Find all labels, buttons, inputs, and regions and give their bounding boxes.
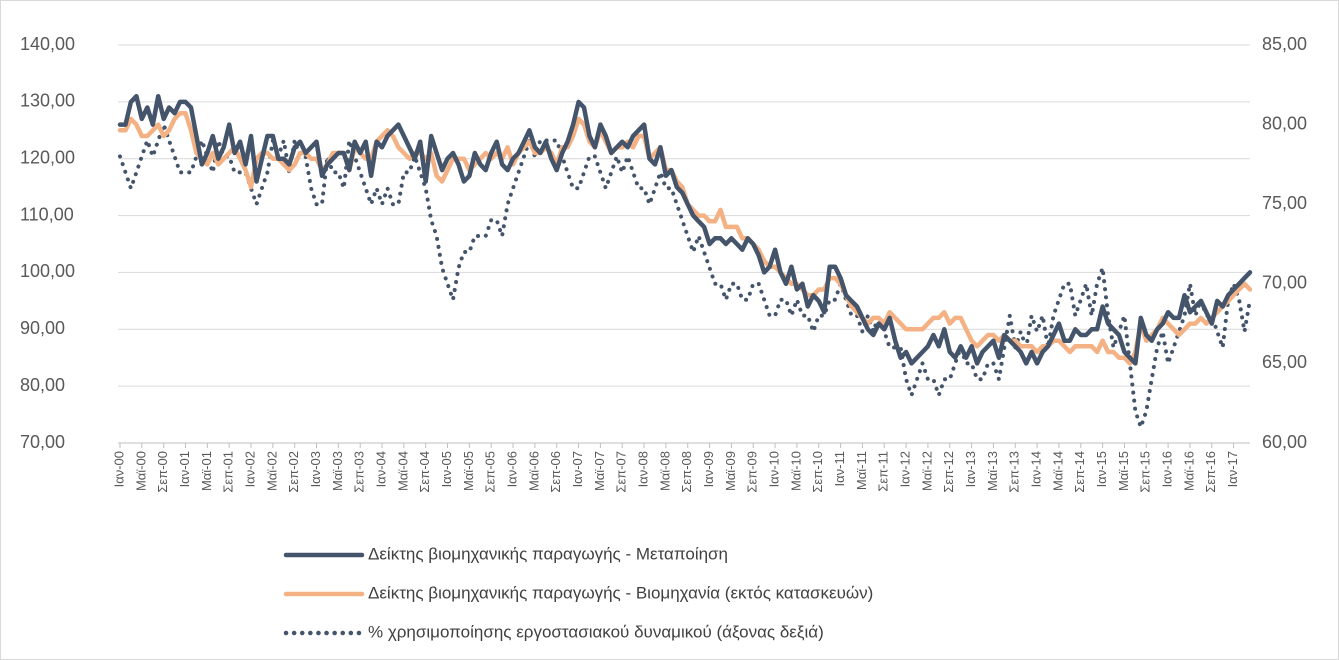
x-tick-label: Ιαν-04 [373,451,388,487]
x-tick-label: Ιαν-14 [1029,451,1044,487]
series-line [117,93,1253,366]
y2-tick-label: 80,00 [1262,113,1307,133]
x-tick-label: Σεπ-10 [810,451,825,493]
x-tick-label: Μαϊ-09 [723,451,738,491]
y-tick-label: 70,00 [20,432,65,452]
y2-tick-label: 70,00 [1262,273,1307,293]
x-tick-label: Σεπ-03 [352,451,367,493]
x-tick-label: Σεπ-14 [1072,451,1087,493]
x-tick-label: Ιαν-09 [701,451,716,487]
x-tick-label: Ιαν-16 [1160,451,1175,487]
legend-label: Δείκτης βιομηχανικής παραγωγής - Μεταποί… [368,544,728,563]
x-tick-label: Ιαν-07 [570,451,585,487]
x-tick-label: Σεπ-05 [483,451,498,493]
x-tick-label: Μαϊ-00 [133,451,148,491]
y2-tick-label: 85,00 [1262,34,1307,54]
x-tick-label: Μαϊ-06 [526,451,541,491]
y2-tick-label: 60,00 [1262,432,1307,452]
x-tick-label: Μαϊ-12 [919,451,934,491]
x-tick-label: Μαϊ-15 [1116,451,1131,491]
x-tick-label: Σεπ-09 [745,451,760,493]
x-tick-label: Μαϊ-11 [854,451,869,490]
x-tick-label: Σεπ-15 [1138,451,1153,493]
x-tick-label: Μαϊ-03 [330,451,345,491]
x-tick-label: Ιαν-00 [111,451,126,487]
legend-label: % χρησιμοποίησης εργοστασιακού δυναμικού… [368,622,824,641]
x-tick-label: Μαϊ-13 [985,451,1000,491]
x-tick-label: Μαϊ-10 [788,451,803,491]
x-tick-label: Ιαν-11 [832,451,847,486]
x-tick-label: Ιαν-17 [1225,451,1240,487]
x-tick-label: Ιαν-02 [242,451,257,487]
x-tick-label: Σεπ-08 [679,451,694,493]
y-tick-label: 140,00 [20,34,75,54]
y-tick-label: 130,00 [20,91,75,111]
x-tick-label: Μαϊ-16 [1181,451,1196,491]
y2-tick-label: 75,00 [1262,193,1307,213]
x-tick-label: Ιαν-06 [504,451,519,487]
y-tick-label: 120,00 [20,147,75,167]
x-tick-label: Σεπ-12 [941,451,956,493]
x-tick-label: Ιαν-10 [767,451,782,487]
x-tick-label: Σεπ-11 [876,451,891,492]
y-tick-label: 110,00 [20,204,74,224]
y-tick-label: 90,00 [20,318,65,338]
x-tick-label: Ιαν-15 [1094,451,1109,487]
x-tick-label: Ιαν-01 [177,451,192,487]
x-tick-label: Ιαν-08 [635,451,650,487]
x-tick-label: Σεπ-16 [1203,451,1218,493]
legend-label: Δείκτης βιομηχανικής παραγωγής - Βιομηχα… [368,583,873,602]
x-tick-label: Σεπ-06 [548,451,563,493]
series-line [118,122,1252,430]
x-tick-label: Σεπ-01 [221,451,236,493]
y-tick-label: 80,00 [20,375,65,395]
x-tick-label: Ιαν-05 [439,451,454,487]
x-tick-label: Σεπ-04 [417,451,432,493]
x-tick-label: Ιαν-13 [963,451,978,487]
y-tick-label: 100,00 [20,261,75,281]
x-tick-label: Μαϊ-04 [395,451,410,491]
x-tick-label: Μαϊ-02 [264,451,279,491]
x-tick-label: Μαϊ-08 [657,451,672,491]
x-tick-label: Ιαν-12 [898,451,913,487]
x-tick-label: Μαϊ-05 [461,451,476,491]
x-tick-label: Μαϊ-14 [1050,451,1065,491]
x-tick-label: Σεπ-07 [614,451,629,493]
x-tick-label: Σεπ-02 [286,451,301,493]
x-tick-label: Σεπ-13 [1007,451,1022,493]
x-tick-label: Ιαν-03 [308,451,323,487]
x-tick-label: Σεπ-00 [155,451,170,493]
x-tick-label: Μαϊ-01 [199,451,214,491]
y2-tick-label: 65,00 [1262,352,1307,372]
x-tick-label: Μαϊ-07 [592,451,607,491]
